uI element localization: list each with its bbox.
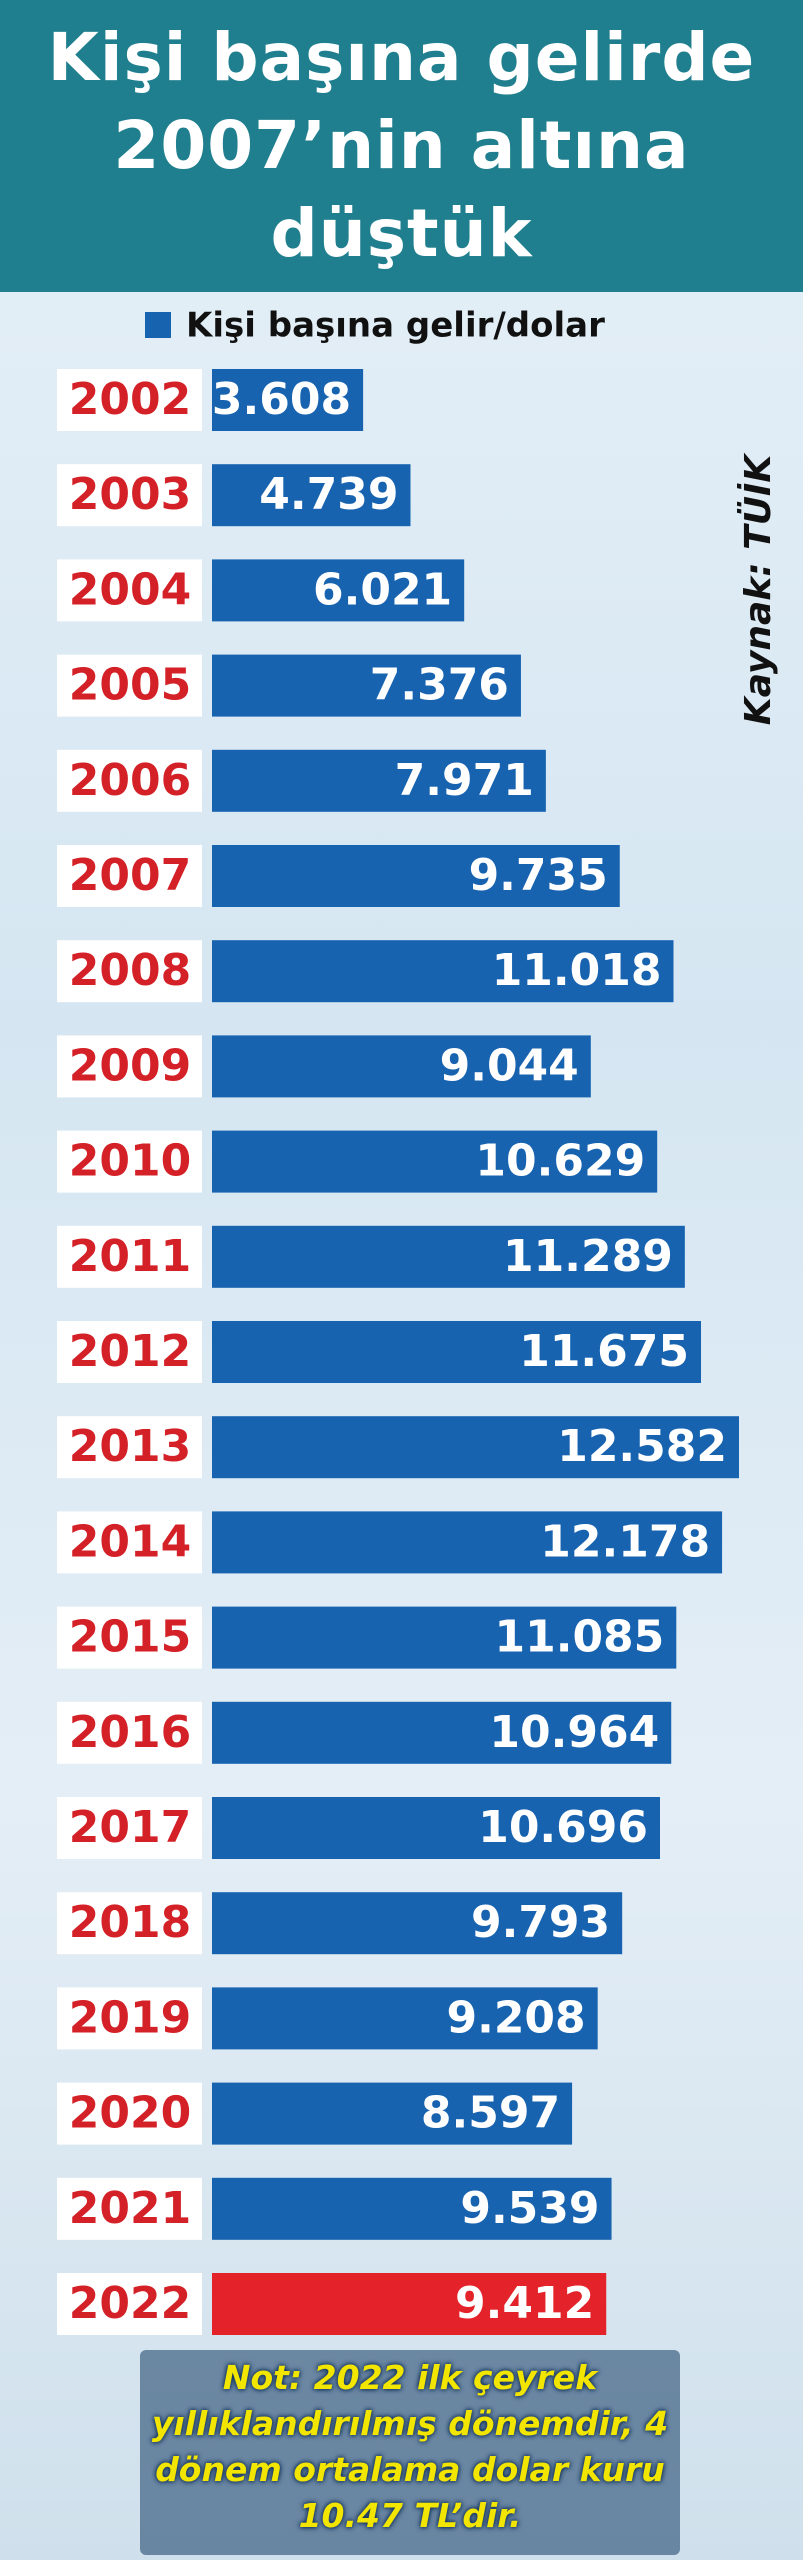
- bar: [212, 654, 521, 717]
- value-label: 10.629: [475, 1136, 645, 1187]
- y-tick-label: 2008: [69, 945, 191, 996]
- year-box: [57, 845, 202, 907]
- bar: [212, 369, 364, 431]
- y-tick-label: 2010: [69, 1136, 191, 1187]
- note-background: [140, 2350, 680, 2555]
- y-tick-label: 2017: [69, 1802, 191, 1853]
- year-box: [57, 2273, 202, 2335]
- y-tick-label: 2002: [69, 374, 191, 425]
- value-label: 11.085: [495, 1612, 665, 1663]
- value-label: 10.696: [478, 1802, 648, 1853]
- value-label: 3.608: [212, 374, 351, 425]
- bar: [212, 2177, 612, 2240]
- y-tick-label: 2005: [69, 660, 191, 711]
- note: Not: 2022 ilk çeyrek yıllıklandırılmış d…: [151, 2358, 669, 2535]
- bar: [212, 1035, 591, 1098]
- bar: [212, 1892, 623, 1955]
- bar: [212, 2082, 573, 2145]
- bar: [212, 464, 411, 527]
- y-tick-label: 2007: [69, 850, 191, 901]
- year-box: [57, 369, 202, 431]
- value-label: 7.971: [395, 755, 534, 806]
- value-label: 10.964: [489, 1707, 659, 1758]
- value-label: 9.208: [446, 1992, 585, 2043]
- bar: [212, 1225, 685, 1288]
- value-label: 12.178: [540, 1516, 710, 1567]
- y-tick-label: 2012: [69, 1326, 191, 1377]
- source: Kaynak: TÜİK: [737, 452, 779, 726]
- y-tick-label: 2011: [69, 1231, 191, 1282]
- y-tick-label: 2004: [69, 564, 191, 615]
- value-label: 9.735: [469, 850, 608, 901]
- year-box: [57, 464, 202, 527]
- value-label: 11.018: [492, 945, 662, 996]
- bar: [212, 1606, 677, 1669]
- chart-title: Kişi başına gelirde 2007’nin altına düşt…: [47, 19, 756, 272]
- year-box: [57, 2177, 202, 2240]
- value-label: 8.597: [421, 2088, 560, 2139]
- bar: [212, 1130, 658, 1193]
- year-box: [57, 1606, 202, 1669]
- value-label: 9.539: [460, 2183, 599, 2234]
- bar: [212, 1797, 661, 1859]
- value-label: 11.289: [503, 1231, 673, 1282]
- value-label: 11.675: [519, 1326, 689, 1377]
- year-box: [57, 1511, 202, 1574]
- y-tick-label: 2003: [69, 469, 191, 520]
- y-tick-label: 2014: [69, 1516, 191, 1567]
- year-box: [57, 940, 202, 1003]
- bar: [212, 845, 620, 907]
- year-box: [57, 654, 202, 717]
- year-box: [57, 1130, 202, 1193]
- year-box: [57, 559, 202, 622]
- y-tick-label: 2006: [69, 755, 191, 806]
- bar: [212, 1321, 702, 1383]
- value-label: 7.376: [370, 660, 509, 711]
- bar: [212, 1511, 723, 1574]
- year-box: [57, 1701, 202, 1764]
- value-label: 9.044: [440, 1040, 579, 1091]
- year-box: [57, 749, 202, 812]
- chart: Kişi başına gelir/dolar Kaynak: TÜİK 200…: [57, 305, 779, 2335]
- year-box: [57, 1797, 202, 1859]
- year-box: [57, 2082, 202, 2145]
- value-label: 6.021: [313, 564, 452, 615]
- value-label: 4.739: [259, 469, 398, 520]
- header: [0, 0, 803, 292]
- legend-label: Kişi başına gelir/dolar: [186, 306, 605, 346]
- year-box: [57, 1225, 202, 1288]
- bar: [212, 2273, 607, 2335]
- bar: [212, 749, 546, 812]
- bar: [212, 1701, 672, 1764]
- bar: [212, 1416, 739, 1479]
- y-tick-label: 2021: [69, 2183, 191, 2234]
- value-label: 9.793: [471, 1897, 610, 1948]
- year-box: [57, 1035, 202, 1098]
- bar: [212, 559, 465, 622]
- y-tick-label: 2018: [69, 1897, 191, 1948]
- y-tick-label: 2013: [69, 1421, 191, 1472]
- y-tick-label: 2016: [69, 1707, 191, 1758]
- year-box: [57, 1987, 202, 2050]
- y-tick-label: 2015: [69, 1612, 191, 1663]
- y-tick-label: 2019: [69, 1992, 191, 2043]
- value-label: 9.412: [455, 2278, 594, 2329]
- value-label: 12.582: [557, 1421, 727, 1472]
- legend-swatch: [145, 312, 171, 338]
- year-box: [57, 1892, 202, 1955]
- y-tick-label: 2022: [69, 2278, 191, 2329]
- year-box: [57, 1416, 202, 1479]
- year-box: [57, 1321, 202, 1383]
- y-tick-label: 2009: [69, 1040, 191, 1091]
- y-tick-label: 2020: [69, 2088, 191, 2139]
- bar: [212, 1987, 598, 2050]
- bar: [212, 940, 674, 1003]
